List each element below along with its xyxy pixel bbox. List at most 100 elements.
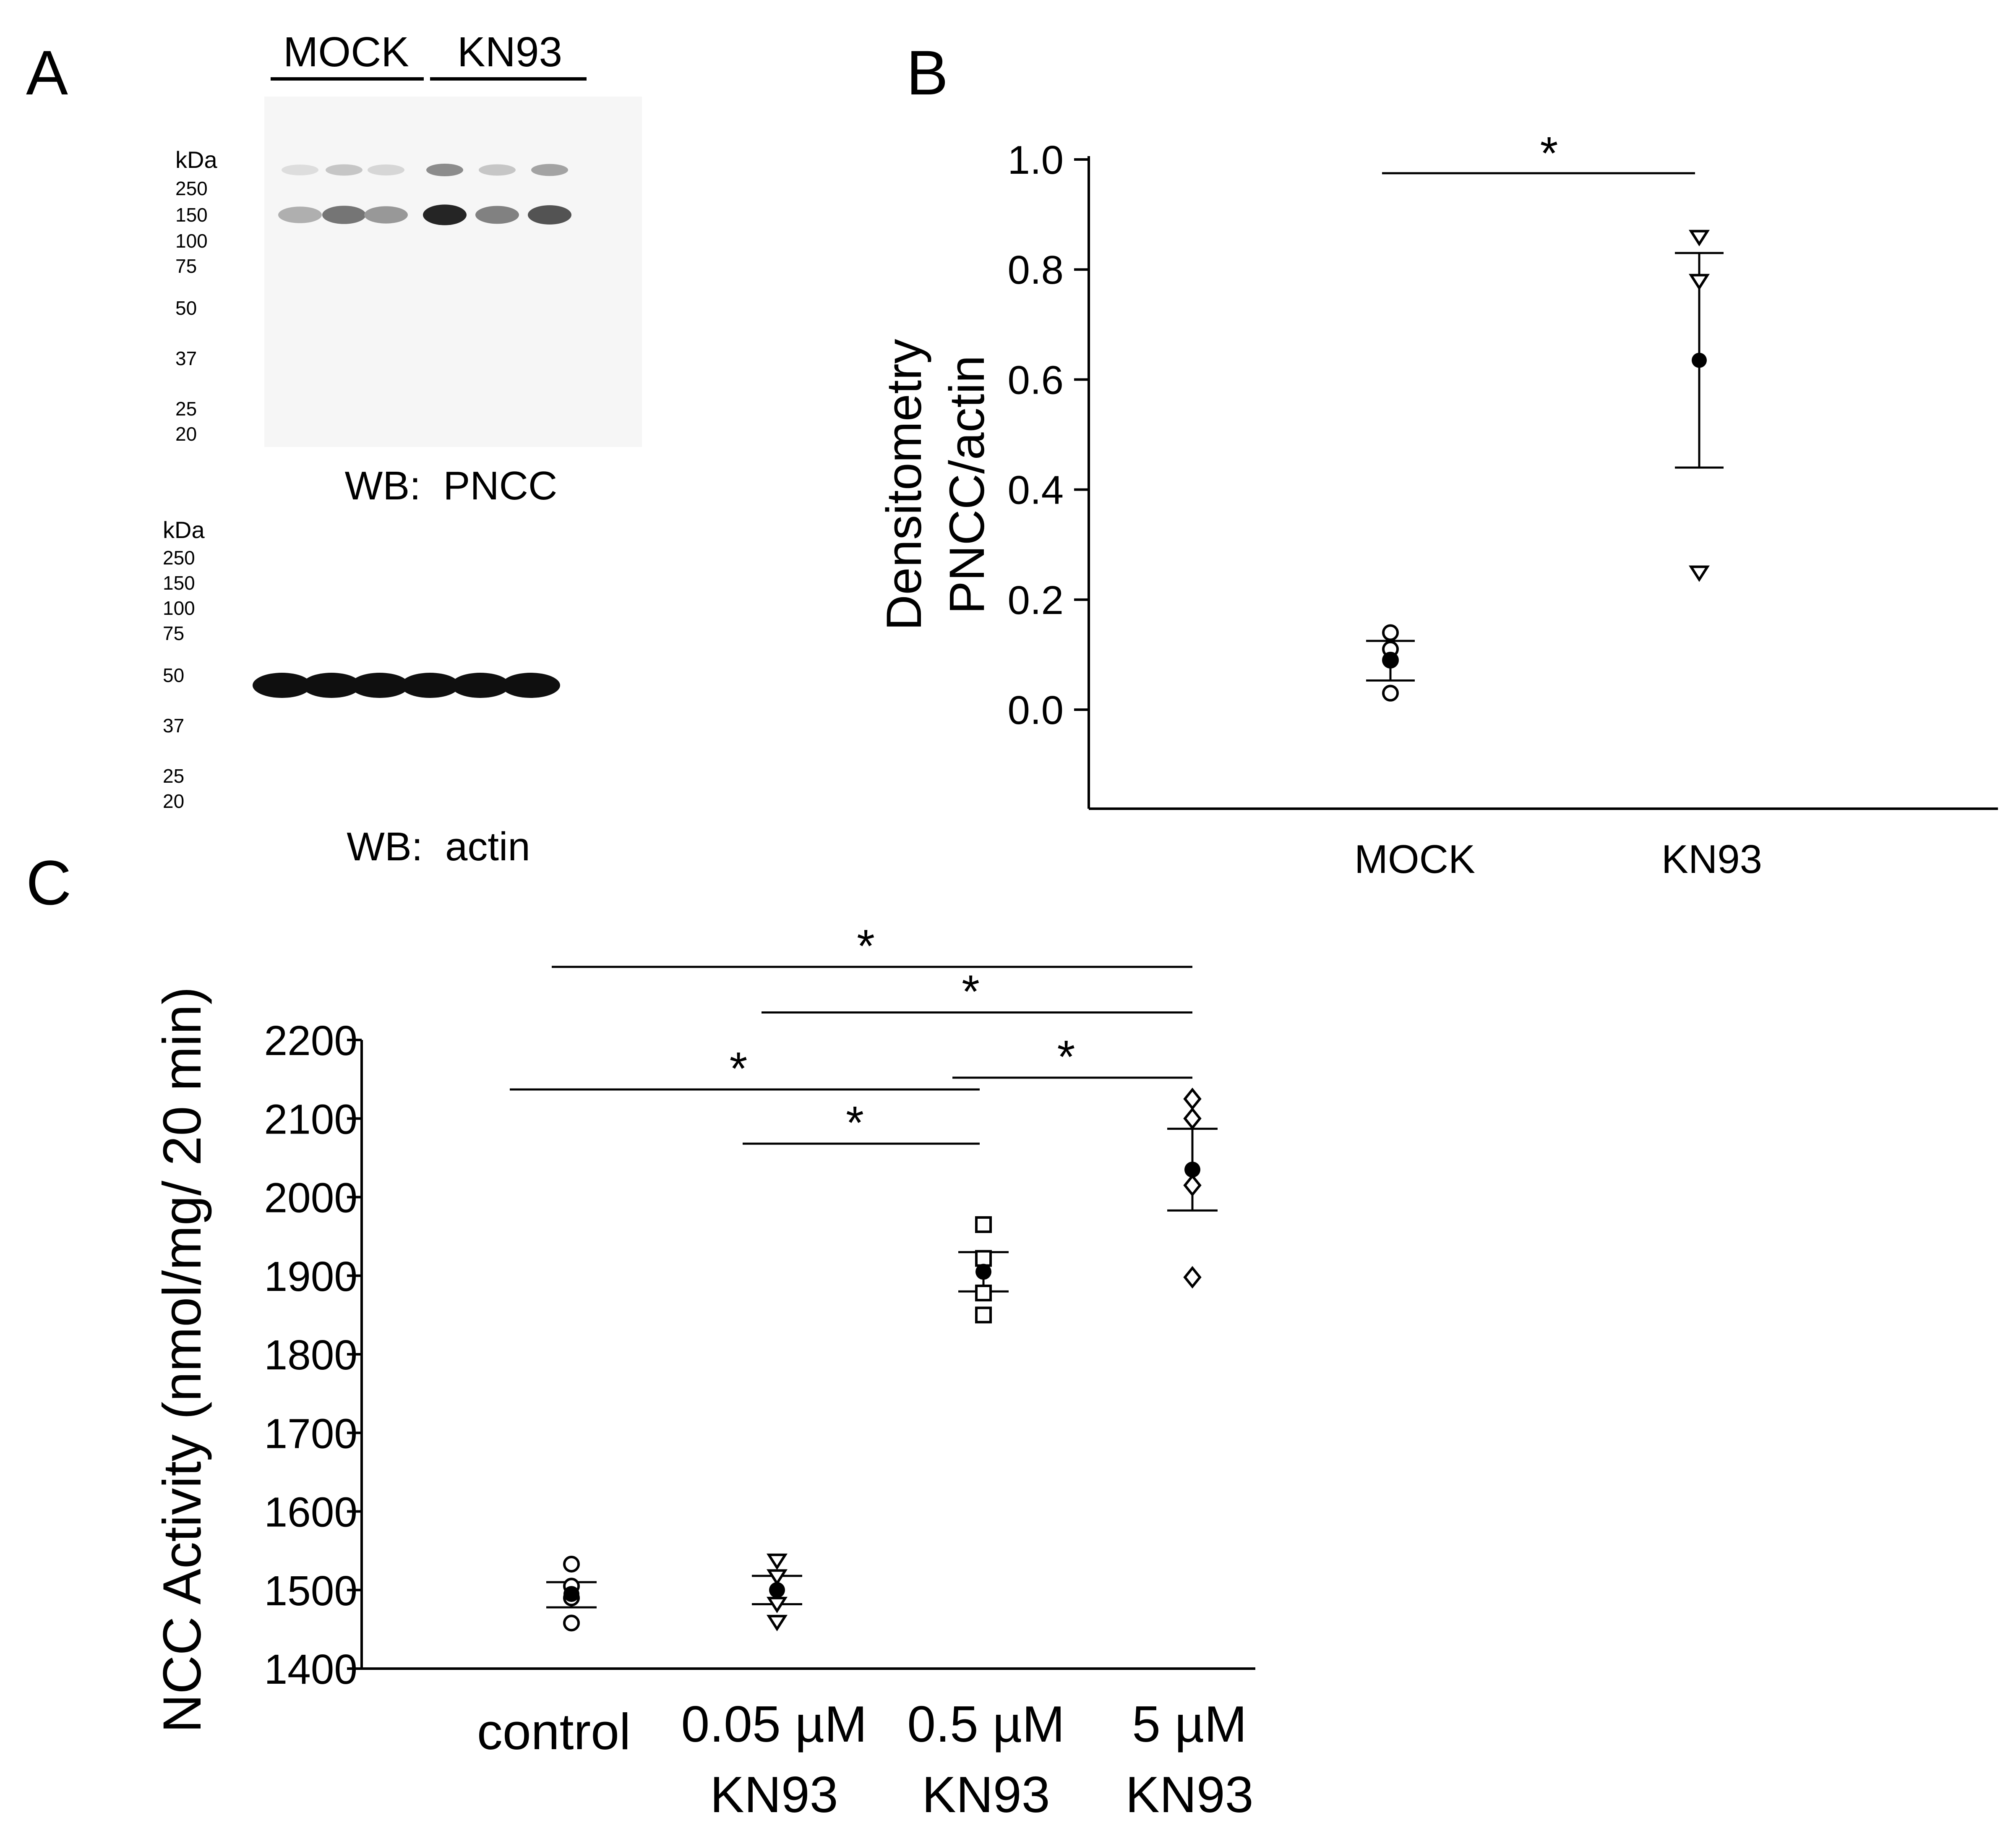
x-tick-label: control <box>477 1703 631 1760</box>
y-tick-label: 1700 <box>264 1410 357 1457</box>
x-tick-label: KN93 <box>710 1766 838 1823</box>
y-axis-label: NCC Activity (nmol/mg/ 20 min) <box>152 987 212 1733</box>
actin-caption: WB: actin <box>347 824 530 869</box>
significance-star: * <box>1057 1031 1075 1083</box>
y-tick-label: 1600 <box>264 1489 357 1536</box>
data-point <box>975 1216 992 1233</box>
x-tick-label: 0.5 µM <box>907 1695 1064 1753</box>
pncc-marker-100: 100 <box>175 230 208 252</box>
x-tick-label: 5 µM <box>1132 1695 1247 1753</box>
pncc-band-250 <box>531 164 568 176</box>
data-point <box>1382 684 1399 702</box>
x-tick-label: 0.05 µM <box>681 1695 867 1753</box>
actin-marker-75: 75 <box>163 622 184 644</box>
y-tick-label: 1500 <box>264 1567 357 1614</box>
mean-marker <box>975 1264 991 1280</box>
pncc-band-250 <box>426 164 463 176</box>
ncc-activity-chart: 1400 1500 1600 1700 1800 1900 2000 2100 2200 cont… <box>152 920 1255 1823</box>
actin-bands <box>253 673 560 698</box>
pncc-band-150 <box>278 206 322 223</box>
pncc-markers: 250 150 100 75 50 37 25 20 <box>175 178 208 445</box>
data-point <box>1382 624 1399 641</box>
pncc-band-150 <box>528 205 571 225</box>
panel-a-letter: A <box>26 37 68 108</box>
pncc-marker-37: 37 <box>175 347 197 369</box>
pncc-blot-membrane <box>264 97 642 447</box>
y-tick-label: 0.0 <box>1008 688 1064 733</box>
actin-band-45 <box>302 673 361 698</box>
y-tick-label: 0.6 <box>1008 358 1064 402</box>
data-point <box>766 1569 788 1586</box>
significance-star: * <box>1540 128 1558 179</box>
actin-marker-150: 150 <box>163 572 195 594</box>
y-tick-label: 1900 <box>264 1253 357 1300</box>
significance-star: * <box>730 1043 748 1095</box>
mean-marker <box>769 1582 785 1598</box>
actin-band-45 <box>451 673 510 698</box>
mean-marker <box>1184 1161 1200 1178</box>
data-point <box>975 1250 992 1267</box>
panel-b-letter: B <box>906 37 948 108</box>
panel-c-letter: C <box>26 847 71 918</box>
data-point <box>1183 1107 1202 1130</box>
pncc-band-250 <box>326 164 363 176</box>
y-tick-label: 1.0 <box>1008 138 1064 183</box>
data-point <box>975 1284 992 1301</box>
data-point <box>975 1306 992 1324</box>
x-tick-label: KN93 <box>1661 837 1762 882</box>
data-point <box>766 1596 788 1614</box>
y-axis-label: Densitometry PNCC/actin <box>876 339 995 630</box>
data-point <box>563 1555 580 1573</box>
y-tick-label: 0.8 <box>1008 248 1064 293</box>
pncc-band-150 <box>322 206 366 224</box>
data-point <box>563 1614 580 1632</box>
actin-band-45 <box>501 673 560 698</box>
pncc-marker-50: 50 <box>175 297 197 319</box>
x-tick-label: KN93 <box>1125 1766 1253 1823</box>
data-point <box>1183 1266 1202 1289</box>
data-point <box>1183 1174 1202 1197</box>
y-tick-label: 2000 <box>264 1175 357 1222</box>
actin-marker-37: 37 <box>163 715 184 737</box>
densitometry-chart: 0.0 0.2 0.4 0.6 0.8 1.0 MOCK KN93 Densitometry PN… <box>876 128 1998 882</box>
pncc-marker-250: 250 <box>175 178 208 199</box>
mean-marker <box>563 1586 579 1602</box>
y-tick-label: 0.4 <box>1008 468 1064 513</box>
x-tick-label: KN93 <box>922 1766 1050 1823</box>
pncc-marker-25: 25 <box>175 398 197 420</box>
actin-band-45 <box>401 673 459 698</box>
data-point <box>766 1614 788 1632</box>
actin-marker-20: 20 <box>163 790 184 812</box>
significance-star: * <box>962 966 980 1017</box>
actin-markers: 250 150 100 75 50 37 25 20 <box>163 547 195 812</box>
y-tick-label: 1400 <box>264 1646 357 1693</box>
mean-marker <box>1383 653 1398 668</box>
data-point <box>1688 274 1710 290</box>
pncc-band-250 <box>479 164 516 176</box>
data-point <box>766 1553 788 1570</box>
data-point <box>1688 565 1710 582</box>
data-point <box>1688 230 1710 246</box>
pncc-marker-20: 20 <box>175 423 197 445</box>
actin-kda-label: kDa <box>163 517 205 543</box>
pncc-band-250 <box>368 164 404 176</box>
pncc-kda-label: kDa <box>175 146 217 173</box>
western-blot-panel: MOCK KN93 kDa 250 150 100 75 50 37 25 20… <box>163 29 642 869</box>
y-tick-label: 0.2 <box>1008 578 1064 623</box>
pncc-marker-75: 75 <box>175 255 197 277</box>
actin-marker-25: 25 <box>163 765 184 787</box>
y-tick-label: 1800 <box>264 1332 357 1379</box>
y-tick-label: 2100 <box>264 1096 357 1143</box>
actin-band-45 <box>253 673 311 698</box>
actin-band-45 <box>350 673 409 698</box>
pncc-band-150 <box>475 206 519 224</box>
pncc-caption: WB: PNCC <box>345 463 558 508</box>
significance-star: * <box>857 920 875 972</box>
x-tick-label: MOCK <box>1354 837 1475 882</box>
pncc-marker-150: 150 <box>175 204 208 226</box>
group-label-kn93: KN93 <box>457 29 562 76</box>
pncc-band-150 <box>364 206 408 224</box>
pncc-bands <box>278 164 571 225</box>
pncc-band-150 <box>423 204 467 225</box>
y-axis-label-line: Densitometry <box>876 339 932 630</box>
